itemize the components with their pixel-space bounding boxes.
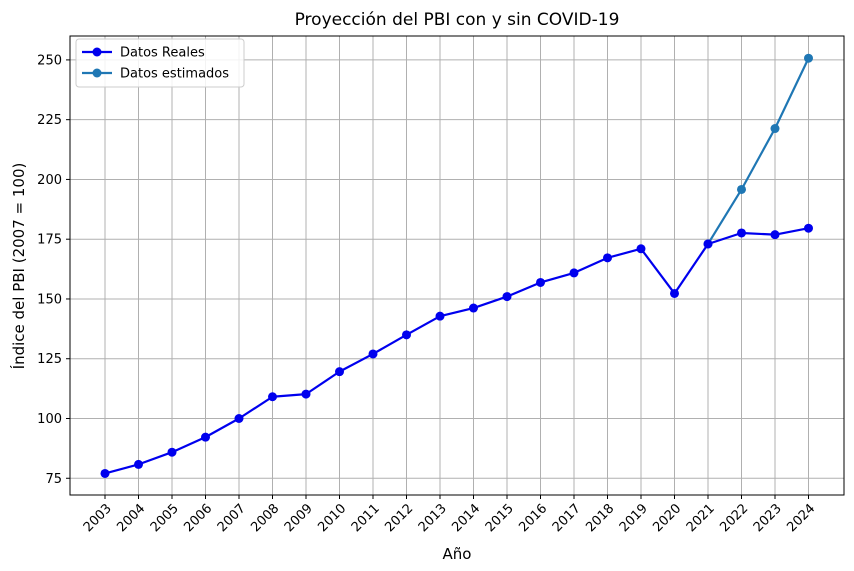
data-point-datos-reales xyxy=(134,459,143,469)
plot-frame xyxy=(69,35,845,496)
data-point-datos-reales xyxy=(335,367,344,377)
data-point-datos-reales xyxy=(804,223,813,233)
chart-title: Proyección del PBI con y sin COVID-19 xyxy=(295,10,620,30)
x-tick-label: 2003 xyxy=(81,501,115,535)
data-point-datos-reales xyxy=(469,303,478,313)
grid xyxy=(70,36,844,495)
data-point-datos-reales xyxy=(502,292,512,302)
legend: Datos Reales Datos estimados xyxy=(75,38,245,88)
data-point-datos-reales xyxy=(569,268,579,278)
data-point-datos-reales xyxy=(603,253,612,263)
data-point-datos-reales xyxy=(703,239,713,249)
x-tick-label: 2015 xyxy=(483,501,517,535)
legend-label-datos-reales: Datos Reales xyxy=(120,46,205,61)
x-tick-label: 2009 xyxy=(282,501,316,535)
series-line-datos-reales xyxy=(104,227,809,475)
y-tick-label: 175 xyxy=(37,233,62,248)
y-tick-label: 150 xyxy=(37,292,62,307)
data-point-datos-reales xyxy=(201,432,210,442)
x-axis-label: Año xyxy=(443,545,472,563)
data-point-datos-reales xyxy=(636,244,646,254)
data-point-datos-reales xyxy=(402,330,411,340)
y-tick-label: 100 xyxy=(37,412,62,427)
x-tick-label: 2019 xyxy=(617,501,651,535)
series-layer xyxy=(100,53,813,478)
x-axis: 2003 2004 2005 2006 2007 2008 2009 2010 2011 2012… xyxy=(81,495,818,535)
data-point-datos-estimados xyxy=(804,53,813,63)
x-tick-label: 2012 xyxy=(382,501,416,535)
y-axis: 75 100 125 150 175 200 225 250 xyxy=(37,53,70,487)
x-tick-label: 2006 xyxy=(181,501,215,535)
x-tick-label: 2020 xyxy=(650,501,684,535)
data-point-datos-reales xyxy=(536,277,545,287)
legend-marker-datos-estimados xyxy=(92,68,102,78)
data-point-datos-reales xyxy=(435,311,445,321)
data-point-datos-reales xyxy=(670,288,679,298)
y-tick-label: 125 xyxy=(37,352,62,367)
series-line-datos-estimados xyxy=(707,57,810,245)
x-tick-label: 2017 xyxy=(550,501,584,535)
data-point-datos-reales xyxy=(167,447,177,457)
x-tick-label: 2014 xyxy=(449,501,483,535)
data-point-datos-reales xyxy=(234,414,244,423)
x-tick-label: 2016 xyxy=(516,501,550,535)
x-tick-label: 2013 xyxy=(416,501,450,535)
y-tick-label: 225 xyxy=(37,113,62,128)
data-point-datos-reales xyxy=(770,230,780,240)
data-point-datos-reales xyxy=(368,349,378,359)
y-tick-label: 75 xyxy=(45,472,62,487)
data-point-datos-reales xyxy=(268,392,277,402)
data-point-datos-reales xyxy=(301,389,311,399)
x-tick-label: 2024 xyxy=(784,501,818,535)
x-tick-label: 2004 xyxy=(114,501,148,535)
x-tick-label: 2005 xyxy=(148,501,182,535)
data-point-datos-estimados xyxy=(770,124,780,134)
x-tick-label: 2011 xyxy=(349,501,383,535)
x-tick-label: 2018 xyxy=(583,501,617,535)
x-tick-label: 2008 xyxy=(248,501,282,535)
y-tick-label: 250 xyxy=(37,53,62,68)
data-point-datos-reales xyxy=(100,468,110,478)
x-tick-label: 2023 xyxy=(751,501,785,535)
legend-marker-datos-reales xyxy=(92,47,102,57)
x-tick-label: 2010 xyxy=(315,501,349,535)
x-tick-label: 2007 xyxy=(215,501,249,535)
legend-label-datos-estimados: Datos estimados xyxy=(120,67,229,82)
legend-box xyxy=(75,38,245,88)
y-tick-label: 200 xyxy=(37,173,62,188)
data-point-datos-estimados xyxy=(737,184,746,194)
y-axis-label: Índice del PBI (2007 = 100) xyxy=(9,163,28,370)
x-tick-label: 2022 xyxy=(717,501,751,535)
x-tick-label: 2021 xyxy=(684,501,718,535)
data-point-datos-reales xyxy=(737,228,746,238)
